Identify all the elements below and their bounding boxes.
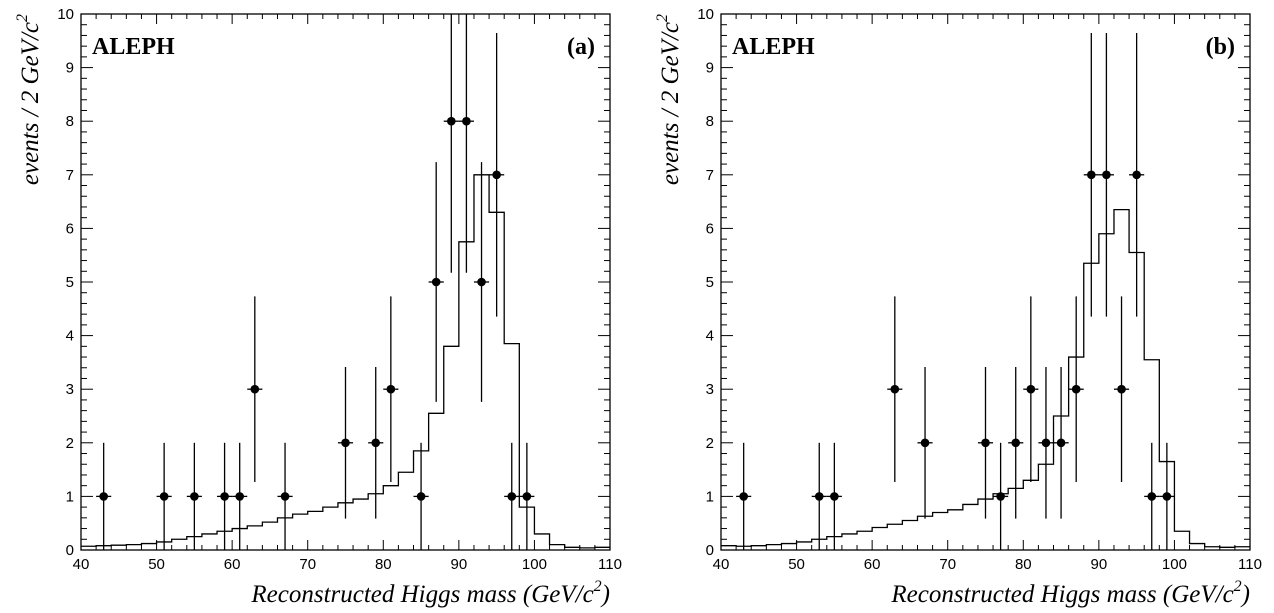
data-point (507, 492, 517, 501)
y-tick-label: 5 (706, 274, 714, 291)
data-point (416, 492, 426, 501)
x-tick-label: 60 (864, 556, 881, 573)
x-tick-label: 100 (1162, 556, 1187, 573)
x-axis-title-sup: 2 (594, 578, 602, 595)
y-axis-title-main: events / 2 GeV/c (657, 22, 684, 185)
x-axis-title-sup: 2 (1234, 578, 1242, 595)
panel-b: 40 50 60 70 80 90 100 110 0 1 2 3 4 5 6 7 8 9 10 ALEPH (b) Re… (654, 6, 1262, 608)
y-tick-label: 0 (66, 542, 74, 559)
data-point (1117, 384, 1126, 394)
data-point (341, 438, 350, 448)
data-point (250, 384, 260, 394)
data-point (492, 170, 501, 180)
x-axis-title-close: ) (600, 581, 610, 608)
data-point (1087, 170, 1096, 180)
y-tick-label: 2 (66, 435, 74, 452)
x-tick-label: 100 (522, 556, 547, 573)
x-tick-label: 80 (1015, 556, 1032, 573)
y-axis-title-main: events / 2 GeV/c (17, 22, 44, 185)
y-tick-label: 5 (66, 274, 74, 291)
y-tick-label: 1 (66, 488, 74, 505)
panel-label: (a) (567, 34, 595, 60)
data-point (386, 384, 396, 394)
data-point (830, 492, 839, 501)
data-point (920, 438, 930, 448)
data-point (1056, 438, 1066, 448)
y-axis-title-sup: 2 (654, 14, 671, 22)
x-axis-title: Reconstructed Higgs mass (GeV/c2) (890, 578, 1250, 608)
x-tick-label: 70 (939, 556, 956, 573)
data-point (1041, 438, 1051, 448)
y-tick-label: 3 (66, 381, 74, 398)
y-axis-title: events / 2 GeV/c2 (14, 14, 44, 185)
x-axis-title-close: ) (1240, 581, 1250, 608)
data-point (1011, 438, 1021, 448)
x-axis-title-main: Reconstructed Higgs mass (GeV/c (890, 581, 1233, 608)
x-tick-label: 40 (73, 556, 90, 573)
y-tick-label: 9 (706, 60, 714, 77)
data-point (280, 492, 290, 501)
data-point (890, 384, 900, 394)
data-point (477, 277, 486, 287)
data-point (996, 492, 1005, 501)
y-axis-title-sup: 2 (14, 14, 31, 22)
y-tick-label: 10 (697, 6, 714, 23)
x-axis-title-main: Reconstructed Higgs mass (GeV/c (250, 581, 593, 608)
x-tick-label: 50 (148, 556, 165, 573)
y-tick-label: 4 (66, 328, 74, 345)
x-tick-label: 90 (1091, 556, 1108, 573)
y-tick-label: 6 (66, 220, 74, 237)
data-point (99, 492, 108, 501)
y-tick-label: 7 (66, 167, 74, 184)
data-point (159, 492, 169, 501)
data-point (371, 438, 381, 448)
y-tick-label: 1 (706, 488, 714, 505)
data-point (235, 492, 244, 501)
data-point (981, 438, 990, 448)
x-tick-label: 50 (788, 556, 805, 573)
data-point (1071, 384, 1081, 394)
x-tick-label: 90 (451, 556, 468, 573)
data-point (739, 492, 748, 501)
y-tick-label: 4 (706, 328, 714, 345)
x-axis-title: Reconstructed Higgs mass (GeV/c2) (250, 578, 610, 608)
x-tick-label: 60 (224, 556, 241, 573)
data-point (1162, 492, 1172, 501)
x-tick-label: 110 (1238, 556, 1262, 573)
y-tick-label: 0 (706, 542, 714, 559)
data-point (1147, 492, 1157, 501)
y-tick-label: 8 (66, 113, 74, 130)
x-tick-label: 110 (598, 556, 622, 573)
y-axis-title: events / 2 GeV/c2 (654, 14, 684, 185)
y-tick-label: 9 (66, 60, 74, 77)
data-point (1132, 170, 1141, 180)
data-point (814, 492, 824, 501)
y-tick-label: 2 (706, 435, 714, 452)
y-tick-label: 10 (57, 6, 74, 23)
y-tick-label: 6 (706, 220, 714, 237)
data-point (190, 492, 199, 501)
x-tick-label: 40 (713, 556, 730, 573)
y-tick-label: 8 (706, 113, 714, 130)
experiment-label: ALEPH (732, 34, 815, 60)
experiment-label: ALEPH (92, 34, 175, 60)
x-tick-label: 70 (299, 556, 316, 573)
data-point (462, 116, 471, 126)
data-point (447, 116, 456, 126)
y-tick-label: 7 (706, 167, 714, 184)
panel-label: (b) (1206, 34, 1235, 60)
y-tick-label: 3 (706, 381, 714, 398)
data-point (1102, 170, 1111, 180)
data-point (1026, 384, 1036, 394)
x-tick-label: 80 (375, 556, 392, 573)
data-point (220, 492, 229, 501)
data-point (522, 492, 532, 501)
panel-a: 40 50 60 70 80 90 100 110 0 1 2 3 4 5 6 7 8 9 10 ALEPH (a) Re… (14, 6, 622, 608)
data-point (431, 277, 441, 287)
